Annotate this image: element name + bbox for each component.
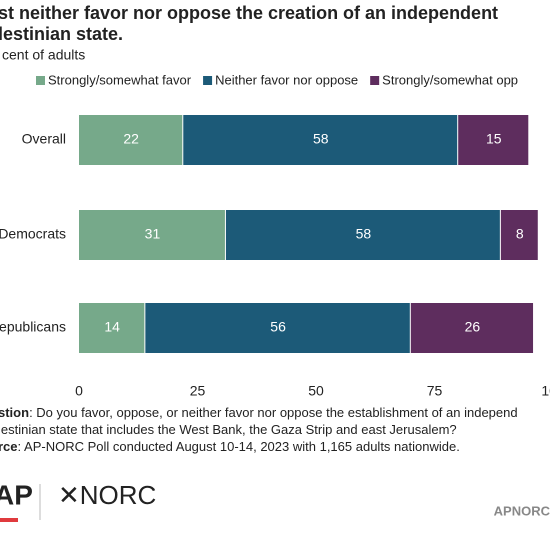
x-tick-label: 50 xyxy=(308,383,324,399)
category-label: Overall xyxy=(22,131,66,147)
logo-ap: AP xyxy=(0,479,33,510)
bar-segment xyxy=(410,303,534,353)
chart-subtitle: cent of adults xyxy=(2,47,85,63)
note-label: stion xyxy=(0,405,29,420)
note: rce: AP-NORC Poll conducted August 10-14… xyxy=(0,439,460,454)
x-tick-label: 25 xyxy=(190,383,206,399)
chart-title: st neither favor nor oppose the creation… xyxy=(0,3,498,23)
x-tick-label: 100 xyxy=(541,383,550,399)
legend-label: Strongly/somewhat opp xyxy=(382,72,518,87)
note-label: rce xyxy=(0,439,18,454)
x-tick-label: 75 xyxy=(427,383,443,399)
data-label: 58 xyxy=(313,131,329,147)
x-tick-label: 0 xyxy=(75,383,83,399)
bar-segment xyxy=(79,210,225,260)
legend-swatch xyxy=(370,76,380,85)
bar-segment xyxy=(225,210,500,260)
logo-underline xyxy=(0,518,18,522)
legend-swatch xyxy=(36,76,45,85)
category-label: Democrats xyxy=(0,226,66,242)
data-label: 31 xyxy=(145,226,161,242)
note-text: : AP-NORC Poll conducted August 10-14, 2… xyxy=(18,439,460,454)
data-label: 58 xyxy=(356,226,372,242)
logo-norc: ✕NORC xyxy=(58,480,156,510)
legend-label: Neither favor nor oppose xyxy=(215,72,358,87)
data-label: 15 xyxy=(486,131,502,147)
bar-segment xyxy=(183,115,458,165)
bar-segment xyxy=(79,115,183,165)
bar-segment xyxy=(79,303,145,353)
data-label: 26 xyxy=(465,319,481,335)
bar-segment xyxy=(500,210,538,260)
data-label: 8 xyxy=(516,226,524,242)
footer: APNORC xyxy=(494,503,550,518)
note: lestinian state that includes the West B… xyxy=(0,422,457,437)
data-label: 14 xyxy=(104,319,120,335)
note: stion: Do you favor, oppose, or neither … xyxy=(0,405,518,420)
note-text: : Do you favor, oppose, or neither favor… xyxy=(29,405,518,420)
category-label: Republicans xyxy=(0,319,66,335)
legend-swatch xyxy=(203,76,213,85)
data-label: 22 xyxy=(123,131,139,147)
bar-segment xyxy=(458,115,529,165)
data-label: 56 xyxy=(270,319,286,335)
chart-title: lestinian state. xyxy=(0,24,123,44)
note-text: lestinian state that includes the West B… xyxy=(0,422,457,437)
legend-label: Strongly/somewhat favor xyxy=(48,72,192,87)
bar-segment xyxy=(145,303,410,353)
